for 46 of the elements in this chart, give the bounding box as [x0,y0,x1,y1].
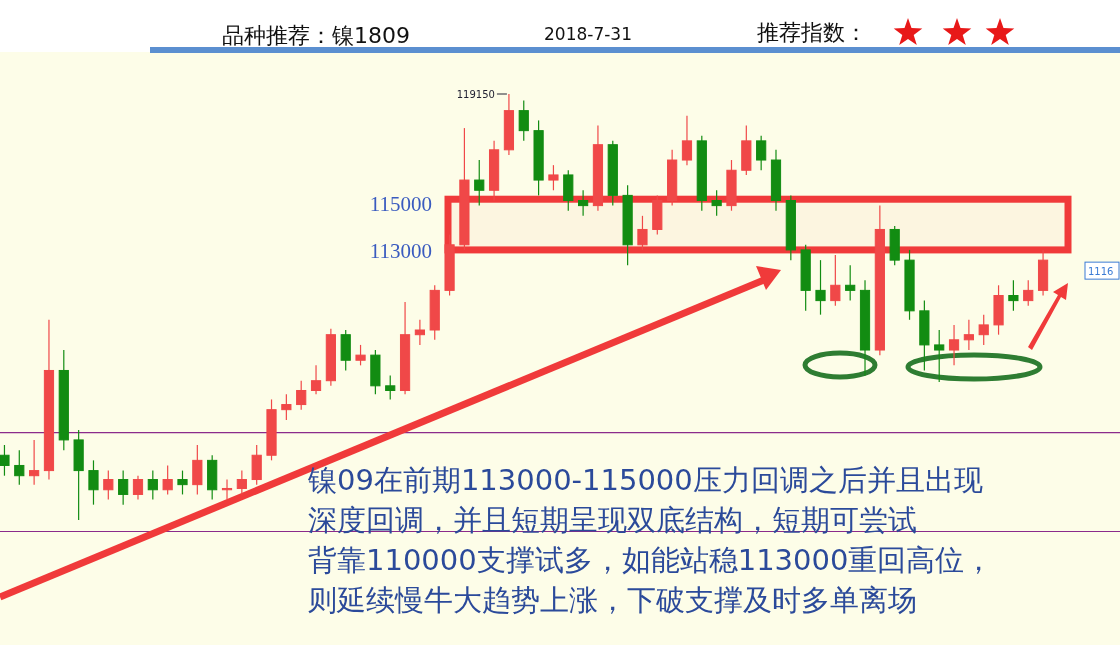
text: 推荐指数： [757,20,867,45]
candlestick [830,254,841,307]
candlestick [934,329,945,383]
candlestick [281,393,292,421]
chart-title: 品种推荐：镍1809 [222,23,410,48]
text: 背靠110000支撑试多，如能站稳113000重回高位， [308,543,994,577]
candlestick [132,475,144,501]
annotation: 115000 [369,192,432,217]
candlestick [177,469,188,496]
candlestick [578,189,589,217]
candlestick [637,215,648,251]
candlestick [88,459,99,506]
candlestick [296,380,307,411]
annotation: 镍09在前期113000-115000压力回调之后并且出现 [307,463,983,497]
candlestick [963,319,974,351]
candlestick [103,469,114,501]
candlestick [815,259,826,316]
candlestick [978,314,989,346]
text: 1116 [1088,266,1114,278]
candlestick [385,374,396,401]
candlestick [756,135,767,171]
candlestick [29,439,40,486]
candlestick [236,469,247,496]
annotation: 119150 [456,89,495,100]
candlestick [14,449,25,486]
candlestick [1023,279,1034,307]
annotation: 深度回调，并且短期呈现双底结构，短期可尝试 [308,503,917,537]
candlestick [548,164,559,191]
chart-subtitle: 2018-7-31 [544,24,632,44]
candlestick [948,324,960,366]
candlestick [1008,279,1019,312]
candlestick [474,159,485,207]
candlestick [118,469,129,506]
candlestick [355,344,366,366]
candlestick [518,99,529,142]
candlestick [711,189,722,217]
candlestick [147,469,158,501]
candlestick [845,264,856,302]
candlestick [414,319,425,346]
candlestick [221,478,233,501]
candlestick [310,364,322,395]
annotation: 113000 [369,238,432,263]
candlestick [681,115,693,166]
candlestick [162,464,173,496]
text: 则延续慢牛大趋势上涨，下破支撑及时多单离场 [308,583,917,617]
candlestick [0,444,10,477]
